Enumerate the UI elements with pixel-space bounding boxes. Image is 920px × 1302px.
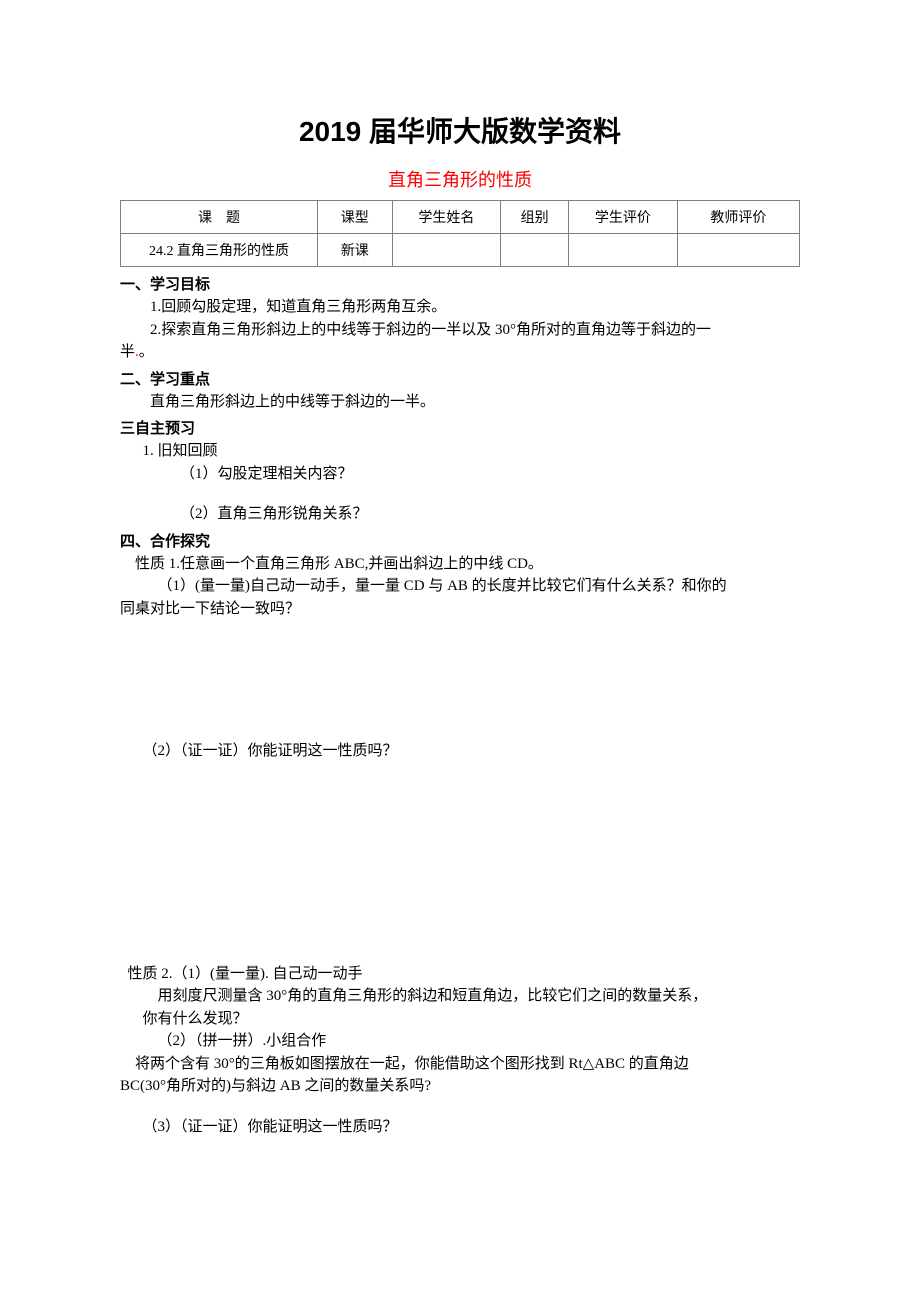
th-teacher-eval: 教师评价 [677,201,799,234]
objective-2-line1: 2.探索直角三角形斜边上的中线等于斜边的一半以及 30°角所对的直角边等于斜边的… [120,319,800,342]
td-topic: 24.2 直角三角形的性质 [121,234,318,267]
prop1-intro: 性质 1.任意画一个直角三角形 ABC,并画出斜边上的中线 CD。 [120,553,800,576]
prop2-q3: （3）（证一证）你能证明这一性质吗？ [120,1116,800,1139]
focus-text: 直角三角形斜边上的中线等于斜边的一半。 [120,391,800,414]
prop1-q1-line1: （1）(量一量)自己动一动手，量一量 CD 与 AB 的长度并比较它们有什么关系… [120,575,800,598]
prop1-q1-line2: 同桌对比一下结论一致吗？ [120,598,800,621]
heading-coop: 四、合作探究 [120,530,800,551]
blank-space-1 [120,620,800,740]
heading-objectives: 一、学习目标 [120,273,800,294]
objective-2-line2: 半.。 [120,341,800,364]
prop2-text2-line1: 将两个含有 30°的三角板如图摆放在一起，你能借助这个图形找到 Rt△ABC 的… [120,1053,800,1076]
prop2-q2: （2）（拼一拼）.小组合作 [120,1030,800,1053]
prop2-intro: 性质 2.（1）(量一量). 自己动一动手 [120,963,800,986]
prop2-text2-line2: BC(30°角所对的)与斜边 AB 之间的数量关系吗? [120,1075,800,1098]
th-student-eval: 学生评价 [569,201,678,234]
prop2-text1-line1: 用刻度尺测量含 30°角的直角三角形的斜边和短直角边，比较它们之间的数量关系， [120,985,800,1008]
objective-1: 1.回顾勾股定理，知道直角三角形两角互余。 [120,296,800,319]
table-data-row: 24.2 直角三角形的性质 新课 [121,234,800,267]
td-student-name [392,234,501,267]
header-table: 课 题 课型 学生姓名 组别 学生评价 教师评价 24.2 直角三角形的性质 新… [120,200,800,267]
prop1-q2: （2）（证一证）你能证明这一性质吗？ [120,740,800,763]
td-type: 新课 [317,234,392,267]
th-group: 组别 [501,201,569,234]
preview-sub-2: （2）直角三角形锐角关系？ [120,503,800,526]
prop2-text1-line2: 你有什么发现？ [120,1008,800,1031]
gap [120,485,800,503]
gap-2 [120,1098,800,1116]
td-teacher-eval [677,234,799,267]
td-student-eval [569,234,678,267]
obj2b-post: 。 [139,344,154,360]
td-group [501,234,569,267]
obj2b-pre: 半 [120,344,135,360]
th-topic: 课 题 [121,201,318,234]
th-type: 课型 [317,201,392,234]
sub-title: 直角三角形的性质 [120,166,800,192]
page: 2019 届华师大版数学资料 直角三角形的性质 课 题 课型 学生姓名 组别 学… [0,0,920,1302]
main-title: 2019 届华师大版数学资料 [120,110,800,150]
table-header-row: 课 题 课型 学生姓名 组别 学生评价 教师评价 [121,201,800,234]
preview-sub-1: （1）勾股定理相关内容？ [120,463,800,486]
heading-preview: 三自主预习 [120,417,800,438]
preview-item-1: 1. 旧知回顾 [120,440,800,463]
blank-space-2 [120,763,800,963]
heading-focus: 二、学习重点 [120,368,800,389]
th-student-name: 学生姓名 [392,201,501,234]
